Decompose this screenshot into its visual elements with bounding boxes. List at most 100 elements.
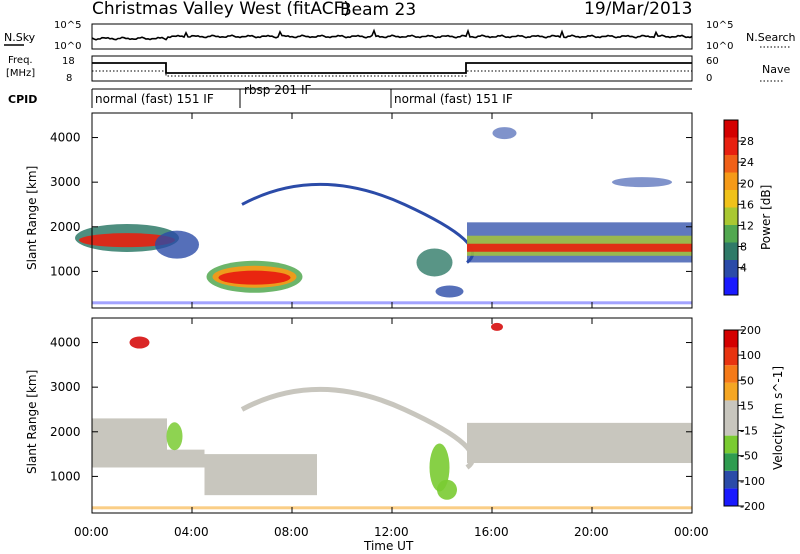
colorbar-swatch (724, 347, 738, 366)
echo-band-core (79, 233, 175, 248)
nsky-tick-bottom: 10^0 (54, 41, 81, 52)
colorbar-swatch (724, 435, 738, 454)
time-axis: 00:00 04:00 08:00 12:00 16:00 20:00 00:00 (74, 113, 709, 539)
colorbar-tick-label: 8 (740, 241, 747, 254)
velocity-band (92, 418, 167, 468)
echo-band (155, 230, 199, 259)
velocity-panel: 1000 2000 3000 4000 Slant Range [km] 200 100… (25, 317, 785, 514)
colorbar-swatch (724, 418, 738, 436)
echo-patch-core (218, 270, 291, 285)
station-title: Christmas Valley West (fitACF) (92, 0, 350, 19)
colorbar-tick-label: 24 (740, 156, 754, 169)
velocity-echo-regions (92, 322, 692, 510)
y-tick-label: 3000 (50, 380, 81, 394)
colorbar-tick-label: 12 (740, 219, 754, 232)
freq-trace (92, 62, 692, 74)
colorbar-tick-label: 28 (740, 135, 754, 148)
velocity-patch (129, 336, 150, 349)
freq-tick-top: 18 (62, 56, 75, 67)
echo-patch (492, 127, 517, 140)
velocity-patch (429, 443, 450, 492)
colorbar-frame (723, 119, 739, 296)
nsearch-tick-top: 10^5 (706, 20, 733, 31)
nave-label: Nave (762, 63, 790, 76)
y-tick-label: 2000 (50, 425, 81, 439)
echo-patch (612, 177, 672, 188)
colorbar-swatch (724, 330, 738, 348)
colorbar-swatch (724, 260, 738, 278)
cpid-segment-2: rbsp 201 IF (244, 83, 311, 97)
x-tick-label: 08:00 (274, 525, 309, 539)
nave-tick-bottom: 0 (706, 73, 712, 84)
colorbar-swatch (724, 453, 738, 471)
echo-band-core (467, 243, 692, 252)
power-ylabel: Slant Range [km] (25, 166, 39, 270)
freq-tick-bottom: 8 (66, 73, 72, 84)
colorbar-swatch (724, 207, 738, 225)
velocity-colorbar: 200 100 50 15 -15 -50 -100 -200 (723, 324, 765, 513)
colorbar-swatch (724, 137, 738, 155)
colorbar-tick-label: 50 (740, 374, 754, 387)
velocity-band (467, 422, 692, 464)
velocity-patch (437, 479, 457, 500)
colorbar-tick-label: -100 (740, 475, 765, 488)
power-colorbar: 28 24 20 16 12 8 4 (723, 119, 754, 296)
y-tick-label: 1000 (50, 469, 81, 483)
x-tick-label: 16:00 (474, 525, 509, 539)
date-title: 19/Mar/2013 (584, 0, 692, 19)
velocity-patch (491, 322, 503, 331)
beam-title: Beam 23 (340, 0, 416, 20)
nsky-tick-top: 10^5 (54, 20, 81, 31)
echo-patch (416, 248, 453, 277)
colorbar-tick-label: 200 (740, 324, 761, 337)
cpid-segment-3: normal (fast) 151 IF (394, 92, 513, 106)
velocity-band (167, 449, 205, 468)
colorbar-tick-label: 16 (740, 198, 754, 211)
colorbar-swatch (724, 225, 738, 243)
x-tick-label: 12:00 (374, 525, 409, 539)
power-panel: 1000 2000 3000 4000 Slant Range [km] 28 24 20… (25, 112, 773, 309)
colorbar-tick-label: 15 (740, 399, 754, 412)
echo-patch (435, 285, 464, 298)
xaxis-label: Time UT (363, 539, 414, 553)
colorbar-swatch (724, 155, 738, 173)
cpid-panel: CPID normal (fast) 151 IF rbsp 201 IF no… (8, 83, 692, 108)
colorbar-swatch (724, 277, 738, 295)
colorbar-swatch (724, 365, 738, 383)
freq-label-1: Freq. (8, 55, 33, 66)
colorbar-swatch (724, 172, 738, 190)
x-tick-label: 00:00 (674, 525, 709, 539)
power-echo-regions (75, 127, 692, 305)
colorbar-tick-label: 4 (740, 262, 747, 275)
colorbar-tick-label: -200 (740, 500, 765, 513)
y-tick-label: 4000 (50, 336, 81, 350)
x-tick-label: 20:00 (574, 525, 609, 539)
colorbar-swatch (724, 400, 738, 418)
nsky-label: N.Sky (4, 31, 36, 44)
cpid-segment-1: normal (fast) 151 IF (95, 92, 214, 106)
colorbar-swatch (724, 470, 738, 489)
cpid-label: CPID (8, 93, 37, 106)
colorbar-swatch (724, 242, 738, 260)
freq-panel: Freq. [MHz] 18 8 60 0 Nave (6, 55, 790, 84)
nsearch-tick-bottom: 10^0 (706, 41, 733, 52)
velocity-patch (166, 422, 183, 451)
y-tick-label: 4000 (50, 131, 81, 145)
colorbar-tick-label: 100 (740, 349, 761, 362)
x-tick-label: 04:00 (174, 525, 209, 539)
y-tick-label: 1000 (50, 264, 81, 278)
colorbar-swatch (724, 190, 738, 208)
colorbar-swatch (724, 382, 738, 401)
colorbar-swatch (724, 120, 738, 138)
y-tick-label: 3000 (50, 175, 81, 189)
colorbar-tick-label: -50 (740, 450, 758, 463)
freq-label-2: [MHz] (6, 68, 35, 79)
colorbar-tick-label: 20 (740, 177, 754, 190)
x-tick-label: 00:00 (74, 525, 109, 539)
nsearch-label: N.Search (746, 31, 796, 44)
colorbar-swatch (724, 488, 738, 506)
power-colorbar-label: Power [dB] (759, 185, 773, 250)
y-tick-label: 2000 (50, 220, 81, 234)
nsky-panel: N.Sky 10^5 10^0 10^5 10^0 N.Search (4, 20, 796, 52)
